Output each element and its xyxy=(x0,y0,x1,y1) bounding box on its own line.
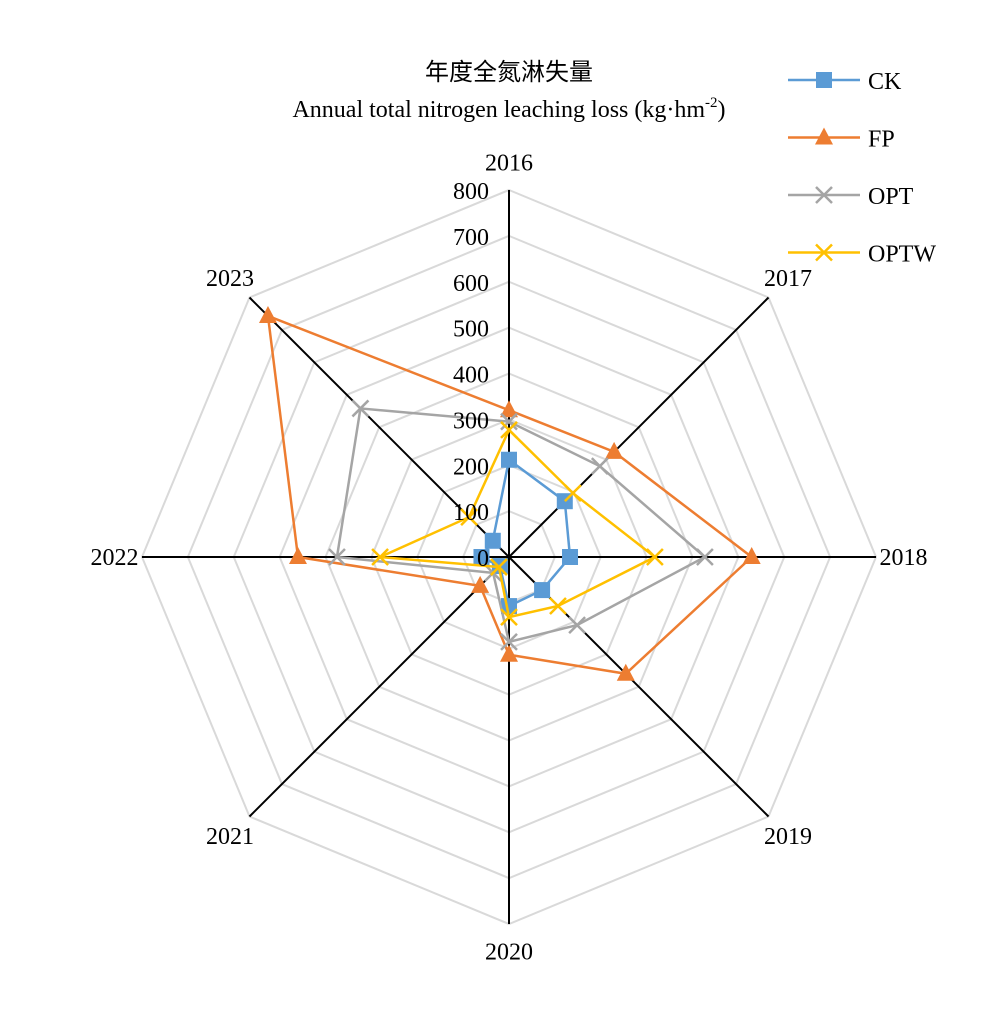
legend-label: FP xyxy=(868,127,895,153)
data-point xyxy=(562,549,579,565)
data-point xyxy=(605,441,624,459)
legend-item-opt: OPT xyxy=(788,184,914,210)
tick-label: 600 xyxy=(453,271,489,297)
data-point xyxy=(590,457,609,476)
data-point xyxy=(500,632,518,651)
tick-label: 0 xyxy=(477,546,489,572)
data-point xyxy=(500,608,518,626)
legend-item-optw: OPTW xyxy=(788,242,936,268)
legend-item-fp: FP xyxy=(788,127,895,153)
subtitle-end: ) xyxy=(718,97,726,123)
series-fp xyxy=(258,305,761,681)
tick-label: 300 xyxy=(453,408,489,434)
data-point xyxy=(473,549,490,565)
data-point xyxy=(500,412,518,431)
legend-label: OPTW xyxy=(868,242,936,268)
data-point xyxy=(471,575,490,593)
category-label: 2020 xyxy=(485,940,533,966)
category-label: 2023 xyxy=(206,266,254,292)
legend-item-ck: CK xyxy=(788,69,902,95)
category-label: 2016 xyxy=(485,150,533,176)
chart-subtitle: Annual total nitrogen leaching loss (kg·… xyxy=(292,95,725,123)
series-opt xyxy=(328,399,714,651)
legend-marker xyxy=(815,186,833,204)
tick-label: 800 xyxy=(453,179,489,205)
axis-line xyxy=(508,296,770,558)
data-point xyxy=(371,548,389,566)
subtitle-sup: -2 xyxy=(705,95,718,111)
tick-label: 200 xyxy=(453,454,489,480)
data-point xyxy=(351,399,370,418)
subtitle-main: Annual total nitrogen leaching loss (kg·… xyxy=(292,97,705,123)
data-point xyxy=(258,305,277,323)
data-point xyxy=(501,451,517,468)
category-label: 2021 xyxy=(206,824,254,850)
data-point xyxy=(564,484,582,502)
data-point xyxy=(500,421,518,439)
data-point xyxy=(460,508,478,526)
data-point xyxy=(616,663,635,681)
category-label: 2018 xyxy=(880,545,928,571)
legend-marker xyxy=(815,127,833,145)
tick-label: 100 xyxy=(453,500,489,526)
data-point xyxy=(742,547,761,564)
series-optw xyxy=(371,421,664,626)
data-point xyxy=(484,532,501,549)
legend-label: CK xyxy=(868,69,902,95)
data-point xyxy=(500,644,518,662)
legend-marker xyxy=(816,72,832,88)
data-point xyxy=(696,548,714,566)
data-point xyxy=(500,400,518,418)
data-point xyxy=(288,547,307,564)
category-label: 2017 xyxy=(764,266,812,292)
chart-title: 年度全氮淋失量 xyxy=(425,59,593,86)
category-label: 2019 xyxy=(764,824,812,850)
category-label: 2022 xyxy=(90,545,138,571)
data-point xyxy=(645,548,664,566)
legend-label: OPT xyxy=(868,184,914,210)
tick-label: 700 xyxy=(453,225,489,251)
legend-marker xyxy=(815,243,833,262)
data-point xyxy=(490,558,508,576)
data-point xyxy=(328,548,346,566)
tick-label: 400 xyxy=(453,363,489,389)
axis-line xyxy=(248,556,510,818)
tick-label: 500 xyxy=(453,317,489,343)
data-point xyxy=(568,616,587,635)
data-point xyxy=(534,582,551,599)
data-point xyxy=(549,597,567,615)
